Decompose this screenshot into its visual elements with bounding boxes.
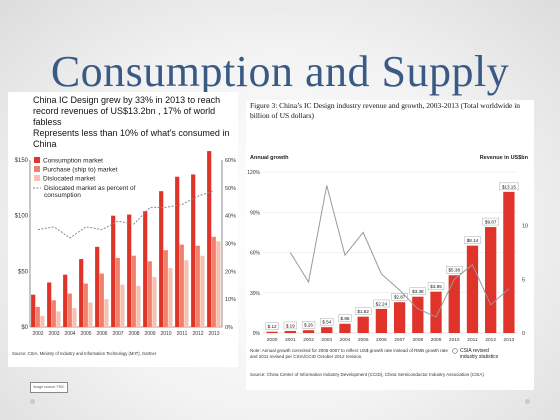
right-chart-panel: [246, 100, 534, 390]
slide-title: Consumption and Supply: [50, 47, 510, 96]
image-source-box: Image source: FSIC: [30, 382, 68, 393]
right-chart-source: Source: China Center of Information Indu…: [250, 372, 484, 377]
figure-caption: Figure 3: China’s IC Design industry rev…: [250, 101, 521, 120]
caption-line-1: China IC Design grew by 33% in 2013 to r…: [33, 95, 221, 127]
left-chart-source: Source: CSIA, Ministry of Industry and I…: [12, 351, 157, 356]
corner-dot: [30, 399, 35, 404]
corner-dot: [525, 399, 530, 404]
caption-line-2: Represents less than 10% of what’s consu…: [33, 128, 230, 149]
right-chart-note: Note: Annual growth corrected for 2005-2…: [250, 348, 448, 359]
